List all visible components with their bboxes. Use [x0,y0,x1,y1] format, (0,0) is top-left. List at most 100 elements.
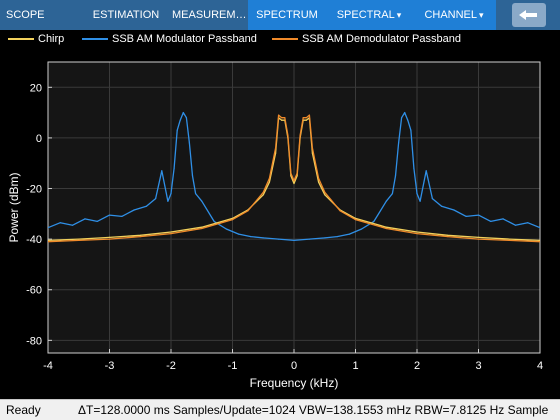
series-point-1 [514,224,517,226]
y-axis-label: Power (dBm) [7,172,21,242]
series-point-0 [447,234,449,236]
y-tick-label: -80 [26,335,42,347]
series-point-2 [201,227,203,230]
series-point-1 [416,193,418,195]
legend-swatch [272,38,298,40]
series-point-1 [121,215,123,217]
legend-item-modulator[interactable]: SSB AM Modulator Passband [82,33,257,45]
status-ready: Ready [6,403,41,417]
series-point-1 [425,170,427,172]
series-point-1 [324,237,326,239]
series-point-0 [324,194,326,196]
x-tick-label: 4 [537,360,543,372]
series-point-2 [416,233,418,235]
series-point-1 [308,238,310,240]
series-point-1 [201,200,203,202]
series-point-1 [59,222,61,224]
series-point-1 [84,218,86,220]
series-point-1 [502,218,504,220]
legend-item-demodulator[interactable]: SSB AM Demodulator Passband [272,33,461,45]
series-point-0 [281,119,283,121]
series-point-0 [108,236,111,238]
collapse-toolstrip-button[interactable] [512,3,546,27]
x-tick-label: 2 [414,360,420,372]
series-point-1 [108,214,111,216]
series-point-1 [490,220,492,222]
series-point-2 [339,210,341,212]
x-tick-label: 1 [352,360,358,372]
toolstrip: SCOPE ESTIMATION MEASUREM… SPECTRUM SPEC… [0,0,560,30]
series-point-2 [290,172,292,174]
series-point-2 [447,236,449,238]
series-point-2 [231,219,234,221]
series-point-1 [361,228,363,230]
series-point-2 [354,219,357,221]
series-point-1 [373,220,375,222]
series-point-2 [299,134,301,136]
series-point-1 [145,205,147,207]
series-point-1 [431,198,433,200]
series-point-0 [139,234,141,236]
x-tick-label: -3 [105,360,115,372]
series-point-2 [275,147,277,149]
series-point-2 [293,180,295,182]
series-point-2 [508,239,510,241]
series-point-1 [72,224,74,226]
series-point-2 [281,117,283,119]
series-point-1 [182,112,184,114]
collapse-left-icon [519,10,537,20]
chevron-down-icon: ▾ [479,9,484,20]
tab-spectrum[interactable]: SPECTRUM [248,0,326,30]
series-point-2 [170,233,172,235]
y-tick-label: 0 [36,133,42,145]
series-point-1 [161,170,163,172]
series-point-2 [308,114,310,116]
legend-label: SSB AM Modulator Passband [112,33,257,45]
series-point-1 [391,193,393,195]
x-tick-label: -4 [43,360,53,372]
series-point-2 [48,241,49,243]
status-measurements: ΔT=128.0000 ms Samples/Update=1024 VBW=1… [78,403,549,417]
series-point-0 [508,238,510,240]
legend-item-chirp[interactable]: Chirp [8,33,64,45]
tab-channel[interactable]: CHANNEL ▾ [412,0,496,30]
y-tick-label: -40 [26,234,42,246]
tab-spectrum-label: SPECTRUM [256,9,318,21]
legend-swatch [8,38,34,40]
series-point-1 [170,193,172,195]
series-point-2 [324,191,326,193]
series-point-1 [195,193,197,195]
tab-scope[interactable]: SCOPE [0,0,84,30]
series-point-0 [275,152,277,154]
series-point-1 [398,142,400,144]
series-point-0 [170,231,172,233]
series-point-1 [527,222,529,224]
x-tick-label: 0 [291,360,297,372]
x-axis-label: Frequency (kHz) [250,376,339,390]
tab-channel-label: CHANNEL [424,9,478,21]
spectrum-plot[interactable]: -4 -3 -2 -1 0 1 2 3 4 20 0 -20 -40 -60 -80 Frequency (k… [0,50,560,399]
series-point-2 [302,117,304,119]
tab-spectral[interactable]: SPECTRAL ▾ [326,0,412,30]
series-point-2 [268,177,270,179]
legend-label: SSB AM Demodulator Passband [302,33,461,45]
series-point-0 [262,194,264,196]
y-tick-label: 20 [30,82,42,94]
x-tick-label: -2 [166,360,176,372]
series-point-0 [311,152,313,154]
y-tick-label: -60 [26,285,42,297]
x-tick-label: -1 [228,360,238,372]
series-point-1 [179,119,181,121]
series-point-0 [293,182,295,185]
tab-measurements[interactable]: MEASUREM… [168,0,248,30]
series-point-2 [262,191,264,193]
series-point-1 [278,238,280,240]
series-point-1 [404,112,406,114]
legend-label: Chirp [38,33,65,45]
x-tick-label: 3 [475,360,481,372]
series-point-1 [133,209,135,211]
series-point-1 [225,228,227,230]
tab-estimation[interactable]: ESTIMATION [84,0,168,30]
series-point-0 [416,231,418,233]
status-bar: Ready ΔT=128.0000 ms Samples/Update=1024… [0,399,560,420]
